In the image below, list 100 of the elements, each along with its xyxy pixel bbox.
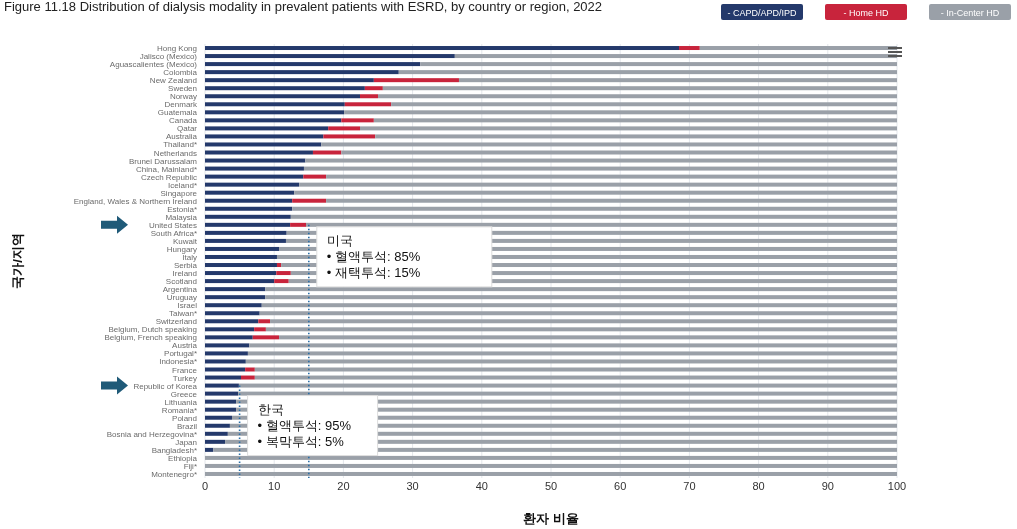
y-tick-label: Romania* (161, 405, 197, 415)
bar (276, 263, 282, 268)
bar (420, 62, 897, 67)
y-tick-label: Taiwan* (168, 309, 197, 319)
bar (205, 118, 342, 123)
y-tick-label: Ethiopia (168, 453, 198, 463)
bar (205, 54, 455, 59)
bar (238, 391, 897, 396)
annotation: 한국 • 혈액투석: 95% • 복막투석: 5% (257, 401, 352, 449)
bar (205, 319, 259, 324)
bar (254, 327, 266, 332)
y-tick-label: Sweden (168, 84, 197, 94)
bar (205, 150, 313, 155)
bar (205, 311, 260, 316)
bar (205, 407, 237, 412)
x-tick-label: 10 (268, 480, 281, 492)
y-tick-label: Uruguay (166, 293, 197, 303)
bar (259, 311, 897, 316)
bar (294, 190, 897, 195)
bar (265, 295, 897, 300)
bar (341, 150, 897, 155)
y-tick-label: Brazil (176, 421, 198, 431)
bar (261, 303, 897, 308)
bar (205, 174, 304, 179)
y-tick-label: Aguascalientes (Mexico) (109, 60, 198, 70)
bar (205, 455, 897, 460)
y-tick-label: Argentina (162, 285, 198, 295)
bar (679, 46, 700, 51)
bar (391, 102, 897, 107)
bar (205, 102, 345, 107)
y-tick-label: Israel (177, 301, 198, 311)
y-tick-label: South Africa* (150, 228, 197, 238)
bar (205, 62, 421, 67)
bar (205, 158, 306, 163)
bar (205, 246, 280, 251)
bar (205, 447, 214, 452)
x-tick-label: 0 (201, 480, 209, 492)
y-tick-label: Brunei Darussalam (128, 156, 198, 166)
x-tick-label: 70 (683, 480, 696, 492)
bar (326, 174, 897, 179)
bar (323, 134, 376, 139)
bar (274, 279, 289, 284)
x-tick-label: 30 (406, 480, 419, 492)
x-tick-label: 80 (752, 480, 765, 492)
bar (373, 78, 459, 83)
bar (258, 319, 271, 324)
bar (205, 359, 246, 364)
bar (290, 214, 897, 219)
bar (303, 174, 327, 179)
y-tick-label: Ireland (172, 269, 197, 279)
bar (341, 118, 374, 123)
bar (326, 198, 897, 203)
y-tick-label: Belgium, French speaking (104, 333, 197, 343)
y-tick-label: Singapore (160, 188, 198, 198)
bar (205, 230, 287, 235)
bar (373, 118, 897, 123)
y-tick-label: Scotland (165, 277, 197, 287)
bar (205, 415, 232, 420)
bar (205, 142, 322, 147)
y-tick-label: Poland (172, 413, 197, 423)
y-tick-label: Jalisco (Mexico) (139, 52, 198, 62)
y-tick-label: Denmark (164, 100, 198, 110)
x-tick-label: 20 (337, 480, 350, 492)
y-tick-label: Serbia (173, 261, 198, 271)
bar (240, 375, 255, 380)
bar (360, 94, 378, 99)
bar (205, 134, 324, 139)
bar (205, 295, 266, 300)
bar (699, 46, 897, 51)
y-tick-label: Thailand* (163, 140, 197, 150)
text: - Home HD (843, 7, 889, 18)
y-tick-label: Belgium, Dutch speaking (108, 325, 197, 335)
bar (292, 206, 897, 211)
bar (454, 54, 897, 59)
y-tick-label: Italy (182, 252, 197, 262)
bar (205, 439, 226, 444)
y-tick-label: New Zealand (149, 76, 197, 86)
y-tick-label: Fiji* (183, 461, 197, 471)
y-tick-label: Malaysia (165, 212, 198, 222)
bar (205, 463, 897, 468)
bar (205, 94, 361, 99)
bar (205, 110, 345, 115)
bar (205, 279, 275, 284)
y-tick-label: United States (148, 220, 197, 230)
bar (270, 319, 897, 324)
y-tick-label: Montenegro* (151, 469, 197, 479)
bar (205, 271, 277, 276)
y-tick-label: Kuwait (172, 236, 198, 246)
bar (205, 351, 248, 356)
bar (458, 78, 897, 83)
bar (305, 158, 897, 163)
bar (265, 327, 897, 332)
bar (279, 335, 897, 340)
bar (247, 351, 897, 356)
bar (205, 375, 241, 380)
y-tick-label: Republic of Korea (133, 381, 198, 391)
bar (265, 287, 897, 292)
bar (205, 190, 295, 195)
bar (398, 70, 897, 75)
bar (205, 70, 399, 75)
